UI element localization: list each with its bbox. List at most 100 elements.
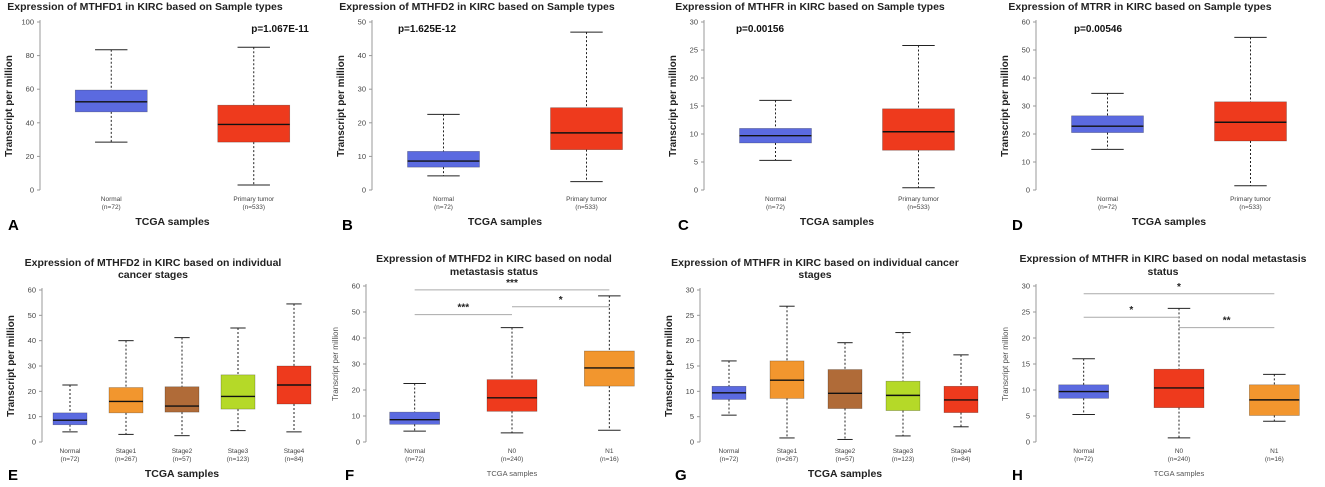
y-tick-label: 80 <box>26 51 34 60</box>
x-category-label: Primary tumor <box>233 196 275 203</box>
x-category-label: Stage2 <box>172 448 193 455</box>
x-category-count: (n=267) <box>115 456 138 463</box>
x-category-count: (n=533) <box>907 204 930 211</box>
y-tick-label: 25 <box>1022 308 1030 317</box>
panel-e: Expression of MTHFD2 in KIRC based on in… <box>6 257 312 484</box>
y-tick-label: 25 <box>686 311 694 320</box>
box-normal <box>739 99 812 161</box>
y-tick-label: 60 <box>26 85 34 94</box>
y-tick-label: 30 <box>690 18 698 27</box>
y-tick-label: 60 <box>1022 18 1030 27</box>
panel-g: Expression of MTHFR in KIRC based on ind… <box>664 257 979 484</box>
box-normal <box>1071 92 1144 150</box>
x-category-label: Stage4 <box>284 448 305 455</box>
box-primary-tumor <box>1214 36 1287 187</box>
box-iqr <box>882 108 955 151</box>
significance-label: ** <box>1223 316 1231 327</box>
y-tick-label: 40 <box>1022 74 1030 83</box>
panel-title: Expression of MTHFD2 in KIRC based on no… <box>376 253 612 265</box>
y-tick-label: 30 <box>1022 102 1030 111</box>
box-iqr <box>1071 115 1144 133</box>
y-tick-label: 10 <box>352 412 360 421</box>
box-primary-tumor <box>882 45 955 189</box>
box-normal <box>407 113 480 177</box>
y-tick-label: 50 <box>28 311 36 320</box>
x-category-label: Stage1 <box>777 448 798 455</box>
box-iqr <box>827 369 863 409</box>
x-category-count: (n=533) <box>1239 204 1262 211</box>
x-category-label: Normal <box>765 196 787 203</box>
panel-letter: F <box>345 467 354 484</box>
panel-d: Expression of MTRR in KIRC based on Samp… <box>1000 1 1287 234</box>
x-category-count: (n=16) <box>600 456 619 463</box>
panel-letter: E <box>8 467 18 484</box>
y-tick-label: 10 <box>690 130 698 139</box>
y-tick-label: 15 <box>690 102 698 111</box>
p-value: p=0.00156 <box>736 24 785 35</box>
x-category-label: Normal <box>101 196 123 203</box>
box-stage2 <box>827 342 863 440</box>
x-category-label: Normal <box>1073 448 1095 455</box>
x-category-count: (n=123) <box>892 456 915 463</box>
y-tick-label: 40 <box>358 51 366 60</box>
y-tick-label: 40 <box>26 118 34 127</box>
y-axis-label: Transcript per million <box>336 55 347 157</box>
x-category-count: (n=123) <box>227 456 250 463</box>
box-normal <box>74 49 148 143</box>
x-axis-label: TCGA samples <box>808 468 882 480</box>
y-axis-label: Transcript per million <box>1001 327 1010 401</box>
significance-label: * <box>1129 305 1133 316</box>
x-category-count: (n=57) <box>836 456 855 463</box>
x-axis-label: TCGA samples <box>135 216 209 228</box>
panel-title: stages <box>798 269 831 281</box>
box-iqr <box>389 411 440 425</box>
panel-title: cancer stages <box>118 269 188 281</box>
y-tick-label: 100 <box>21 18 34 27</box>
x-axis-label: TCGA samples <box>1154 469 1205 478</box>
x-category-label: Normal <box>433 196 455 203</box>
y-tick-label: 0 <box>690 438 694 447</box>
y-tick-label: 25 <box>690 46 698 55</box>
x-category-count: (n=240) <box>1168 456 1191 463</box>
y-tick-label: 5 <box>1026 412 1030 421</box>
x-category-label: Normal <box>719 448 741 455</box>
y-axis-label: Transcript per million <box>668 55 679 157</box>
box-normal <box>711 360 747 416</box>
panel-letter: D <box>1012 217 1023 234</box>
panel-title: Expression of MTHFD2 in KIRC based on Sa… <box>339 1 615 13</box>
y-tick-label: 50 <box>352 308 360 317</box>
x-category-count: (n=72) <box>61 456 80 463</box>
panel-h: Expression of MTHFR in KIRC based on nod… <box>1001 253 1307 484</box>
significance-label: *** <box>457 303 469 314</box>
x-category-label: N1 <box>1270 448 1279 455</box>
x-category-count: (n=72) <box>1098 204 1117 211</box>
y-tick-label: 30 <box>28 362 36 371</box>
panel-title: status <box>1148 266 1179 278</box>
y-tick-label: 10 <box>28 412 36 421</box>
y-axis-label: Transcript per million <box>4 55 15 157</box>
y-tick-label: 20 <box>26 152 34 161</box>
y-axis-label: Transcript per million <box>664 315 675 417</box>
y-tick-label: 60 <box>28 286 36 295</box>
panel-letter: H <box>1012 467 1023 484</box>
x-category-count: (n=72) <box>405 456 424 463</box>
box-n0 <box>486 327 538 434</box>
y-tick-label: 10 <box>1022 386 1030 395</box>
panel-title: Expression of MTHFR in KIRC based on nod… <box>1019 253 1306 265</box>
box-iqr <box>486 379 538 412</box>
y-tick-label: 0 <box>1026 438 1030 447</box>
box-stage3 <box>885 332 921 437</box>
x-category-label: Stage4 <box>951 448 972 455</box>
panel-letter: G <box>675 467 687 484</box>
y-tick-label: 0 <box>32 438 36 447</box>
y-tick-label: 20 <box>28 387 36 396</box>
panel-title: metastasis status <box>450 266 538 278</box>
x-category-count: (n=72) <box>434 204 453 211</box>
x-category-count: (n=533) <box>575 204 598 211</box>
panel-title: Expression of MTHFR in KIRC based on ind… <box>671 257 959 269</box>
box-stage1 <box>769 305 805 439</box>
y-tick-label: 30 <box>352 360 360 369</box>
x-category-count: (n=84) <box>952 456 971 463</box>
y-tick-label: 50 <box>358 18 366 27</box>
